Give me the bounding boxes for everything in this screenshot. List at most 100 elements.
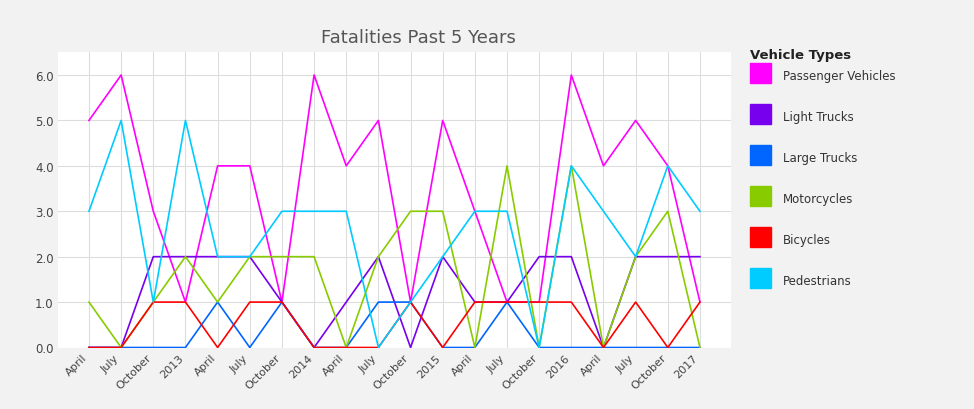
Light Trucks: [405, 345, 417, 350]
Motorcycles: [211, 300, 223, 305]
Large Trucks: [598, 345, 610, 350]
Pedestrians: [566, 164, 578, 169]
Pedestrians: [308, 209, 319, 214]
Pedestrians: [630, 254, 642, 259]
Large Trucks: [147, 345, 159, 350]
Pedestrians: [598, 209, 610, 214]
Line: Bicycles: Bicycles: [89, 302, 700, 348]
Bicycles: [598, 345, 610, 350]
Text: Bicycles: Bicycles: [783, 234, 831, 247]
Passenger Vehicles: [694, 300, 706, 305]
Line: Motorcycles: Motorcycles: [89, 166, 700, 348]
Pedestrians: [437, 254, 449, 259]
Motorcycles: [694, 345, 706, 350]
Bicycles: [662, 345, 674, 350]
Motorcycles: [340, 345, 352, 350]
Bicycles: [244, 300, 255, 305]
Passenger Vehicles: [437, 119, 449, 124]
Passenger Vehicles: [340, 164, 352, 169]
Bicycles: [534, 300, 545, 305]
Pedestrians: [469, 209, 481, 214]
Text: Pedestrians: Pedestrians: [783, 274, 852, 288]
Motorcycles: [662, 209, 674, 214]
Light Trucks: [598, 345, 610, 350]
Motorcycles: [630, 254, 642, 259]
Pedestrians: [115, 119, 127, 124]
Motorcycles: [276, 254, 287, 259]
Pedestrians: [534, 345, 545, 350]
Pedestrians: [502, 209, 513, 214]
Motorcycles: [308, 254, 319, 259]
Large Trucks: [308, 345, 319, 350]
Passenger Vehicles: [469, 209, 481, 214]
Passenger Vehicles: [372, 119, 384, 124]
Bicycles: [630, 300, 642, 305]
Passenger Vehicles: [598, 164, 610, 169]
Passenger Vehicles: [179, 300, 191, 305]
Text: Light Trucks: Light Trucks: [783, 111, 854, 124]
Passenger Vehicles: [308, 73, 319, 78]
Light Trucks: [694, 254, 706, 259]
Passenger Vehicles: [276, 300, 287, 305]
Large Trucks: [534, 345, 545, 350]
Bicycles: [179, 300, 191, 305]
Bicycles: [566, 300, 578, 305]
Light Trucks: [437, 254, 449, 259]
Bicycles: [502, 300, 513, 305]
Light Trucks: [469, 300, 481, 305]
Line: Light Trucks: Light Trucks: [89, 257, 700, 348]
Light Trucks: [308, 345, 319, 350]
Pedestrians: [179, 119, 191, 124]
Light Trucks: [179, 254, 191, 259]
Motorcycles: [437, 209, 449, 214]
Motorcycles: [469, 345, 481, 350]
Motorcycles: [502, 164, 513, 169]
Large Trucks: [662, 345, 674, 350]
Passenger Vehicles: [566, 73, 578, 78]
Passenger Vehicles: [405, 300, 417, 305]
Bicycles: [372, 345, 384, 350]
Text: Large Trucks: Large Trucks: [783, 152, 857, 165]
Large Trucks: [340, 345, 352, 350]
Text: Passenger Vehicles: Passenger Vehicles: [783, 70, 896, 83]
Pedestrians: [405, 300, 417, 305]
Light Trucks: [372, 254, 384, 259]
Passenger Vehicles: [211, 164, 223, 169]
Pedestrians: [83, 209, 94, 214]
Pedestrians: [694, 209, 706, 214]
Bicycles: [308, 345, 319, 350]
Passenger Vehicles: [662, 164, 674, 169]
Passenger Vehicles: [534, 300, 545, 305]
Light Trucks: [83, 345, 94, 350]
Large Trucks: [211, 300, 223, 305]
Bicycles: [694, 300, 706, 305]
Large Trucks: [630, 345, 642, 350]
Pedestrians: [244, 254, 255, 259]
Light Trucks: [566, 254, 578, 259]
Bicycles: [83, 345, 94, 350]
Motorcycles: [598, 345, 610, 350]
Line: Pedestrians: Pedestrians: [89, 121, 700, 348]
Large Trucks: [115, 345, 127, 350]
Light Trucks: [211, 254, 223, 259]
Motorcycles: [405, 209, 417, 214]
Large Trucks: [437, 345, 449, 350]
Motorcycles: [534, 345, 545, 350]
Light Trucks: [502, 300, 513, 305]
Line: Passenger Vehicles: Passenger Vehicles: [89, 76, 700, 302]
Large Trucks: [566, 345, 578, 350]
Large Trucks: [405, 300, 417, 305]
Text: Fatalities Past 5 Years: Fatalities Past 5 Years: [321, 29, 516, 47]
Light Trucks: [534, 254, 545, 259]
Light Trucks: [115, 345, 127, 350]
Large Trucks: [502, 300, 513, 305]
Motorcycles: [147, 300, 159, 305]
Large Trucks: [694, 345, 706, 350]
Passenger Vehicles: [147, 209, 159, 214]
Bicycles: [211, 345, 223, 350]
Passenger Vehicles: [83, 119, 94, 124]
Bicycles: [147, 300, 159, 305]
Large Trucks: [276, 300, 287, 305]
Passenger Vehicles: [502, 300, 513, 305]
Large Trucks: [244, 345, 255, 350]
